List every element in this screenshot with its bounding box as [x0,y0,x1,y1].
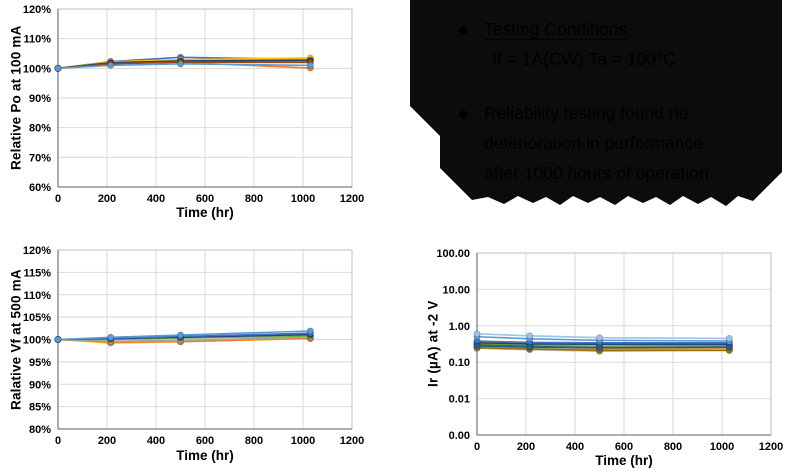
tick-label: 400 [566,441,584,453]
tick-label: 1.00 [449,321,470,333]
callout-text: ◆ Testing Conditions If = 1A(CW) Ta = 10… [408,0,800,212]
tick-label: 90% [29,93,51,105]
data-point-marker [595,344,603,352]
chart-relative-vf: 80% 85% 90% 95% 100% 105% 110% 115% 120% 0 200 400 6… [0,240,398,472]
tick-label: 1000 [291,435,315,447]
tick-label: 0.00 [449,430,470,442]
data-point-marker [725,334,733,342]
tick-label: 0.01 [449,394,470,406]
series-line [476,342,730,346]
tick-label: 600 [196,435,214,447]
tick-label: 1200 [340,193,364,205]
tick-label: 100% [23,63,51,75]
tick-label: 70% [29,152,51,164]
y-axis-title: Relative Po at 100 mA [8,25,24,171]
data-point-marker [306,327,314,335]
data-point-marker [526,343,534,351]
testing-conditions-heading: Testing Conditions [484,19,627,39]
chart-canvas: 60% 70% 80% 90% 100% 110% 120% 0 200 400 600 800 100… [23,4,364,205]
testing-conditions-values: If = 1A(CW) Ta = 100°C [492,49,676,69]
data-point-marker [473,342,481,350]
tick-label: 0 [55,193,61,205]
diamond-bullet-icon: ◆ [458,105,469,121]
series-line [476,346,730,352]
tick-label: 80% [29,123,51,135]
data-point-marker [176,60,184,68]
tick-label: 800 [245,193,263,205]
tick-label: 600 [196,193,214,205]
tick-label: 200 [98,193,116,205]
tick-label: 85% [29,402,51,414]
reliability-result-line3: after 1000 hours of operation [484,163,709,183]
tick-label: 10.00 [442,284,470,296]
tick-label: 400 [147,435,165,447]
diamond-bullet-icon: ◆ [458,21,469,37]
tick-label: 115% [23,267,51,279]
tick-label: 1200 [340,435,364,447]
tick-label: 400 [147,193,165,205]
data-point-marker [595,334,603,342]
tick-label: 90% [29,379,51,391]
tick-label: 120% [23,245,51,257]
series-line [57,63,311,70]
x-axis-title: Time (hr) [176,205,234,220]
callout-background [410,0,782,206]
testing-conditions-bullet: ◆ Testing Conditions If = 1A(CW) Ta = 10… [458,14,676,74]
tick-label: 120% [23,4,51,16]
series-line [476,345,730,349]
data-point-marker [306,61,314,69]
chart-canvas: 100.00 10.00 1.00 0.10 0.01 0.00 0 200 400 600 800… [436,248,783,453]
series-line [57,330,311,341]
tick-label: 110% [23,290,51,302]
tick-label: 1000 [710,441,734,453]
series-line [57,336,311,343]
tick-label: 0 [474,441,480,453]
tick-label: 200 [517,441,535,453]
tick-label: 600 [615,441,633,453]
data-point-marker [54,64,62,72]
tick-label: 1000 [291,193,315,205]
series-line [476,340,730,344]
x-axis-title: Time (hr) [595,453,653,468]
series-line [476,335,730,342]
tick-label: 60% [29,182,51,194]
tick-label: 800 [664,441,682,453]
tick-label: 1200 [759,441,783,453]
chart-relative-po: 60% 70% 80% 90% 100% 110% 120% 0 200 400 600 800 100… [0,0,398,238]
x-axis-title: Time (hr) [176,448,234,463]
data-point-marker [107,333,115,341]
tick-label: 100.00 [436,248,470,260]
series-line [476,333,730,340]
data-point-marker [54,336,62,344]
y-axis-title: Ralative Vf at 500 mA [8,269,24,410]
tick-label: 200 [98,435,116,447]
tick-label: 0.10 [449,357,470,369]
callout-shape [410,0,782,206]
data-point-marker [107,61,115,69]
data-point-marker [526,332,534,340]
tick-label: 0 [55,435,61,447]
chart-reverse-current: 100.00 10.00 1.00 0.10 0.01 0.00 0 200 400 600 800… [415,240,800,472]
tick-label: 80% [29,424,51,436]
data-point-marker [473,330,481,338]
tick-label: 105% [23,312,51,324]
tick-label: 110% [23,34,51,46]
tick-label: 100% [23,335,51,347]
reliability-result-line1: Reliability testing found no [484,103,689,123]
tick-label: 95% [29,357,51,369]
tick-label: 800 [245,435,263,447]
y-axis-title: Ir (µA) at -2 V [425,300,441,388]
callout-box: ◆ Testing Conditions If = 1A(CW) Ta = 10… [408,0,800,212]
reliability-result-bullet: ◆ Reliability testing found no deteriora… [458,98,709,188]
reliability-result-line2: deterioration in performance [484,133,703,153]
data-point-marker [176,331,184,339]
chart-canvas: 80% 85% 90% 95% 100% 105% 110% 115% 120% 0 200 400 6… [23,245,364,447]
data-point-marker [725,343,733,351]
